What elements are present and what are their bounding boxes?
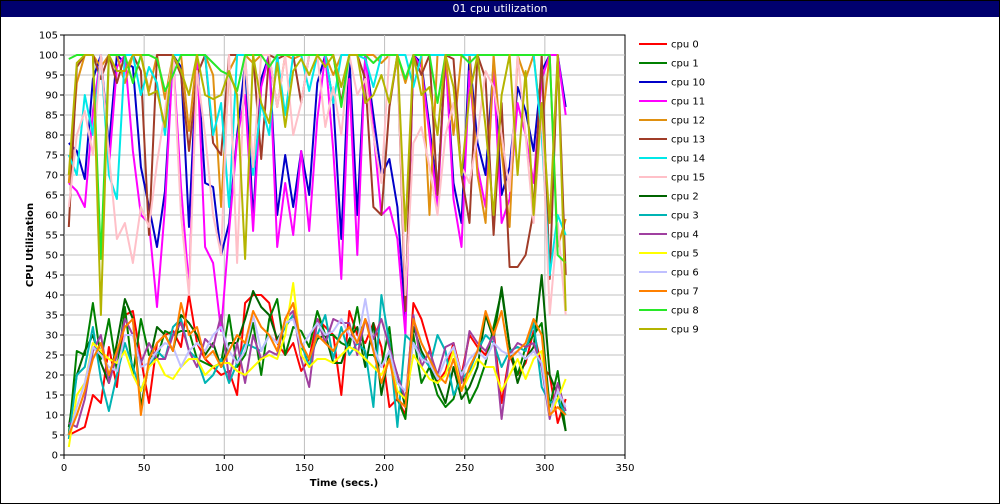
y-tick-label: 100 [39, 51, 58, 62]
series-line-cpu-5 [67, 282, 567, 448]
legend-label: cpu 13 [671, 135, 705, 146]
series-line-cpu-7 [67, 302, 567, 436]
series-line-cpu-1 [67, 290, 567, 436]
legend-label: cpu 14 [671, 154, 705, 165]
legend-label: cpu 12 [671, 116, 705, 127]
legend-label: cpu 4 [671, 230, 699, 241]
legend-label: cpu 11 [671, 97, 705, 108]
y-tick-label: 0 [52, 451, 58, 462]
y-tick-label: 55 [45, 231, 58, 242]
y-tick-label: 5 [52, 431, 58, 442]
legend-label: cpu 15 [671, 173, 705, 184]
y-tick-label: 70 [45, 171, 58, 182]
y-tick-label: 105 [39, 31, 58, 42]
legend-label: cpu 9 [671, 325, 699, 336]
legend-label: cpu 1 [671, 59, 699, 70]
window-title: 01 cpu utilization [1, 1, 999, 17]
series-line-cpu-9 [67, 54, 567, 316]
legend-label: cpu 10 [671, 78, 705, 89]
legend: cpu 0 cpu 1 cpu 10 cpu 11 cpu 12 cpu 13 cpu 14… [639, 40, 705, 336]
y-tick-label: 25 [45, 351, 58, 362]
legend-label: cpu 0 [671, 40, 699, 51]
x-tick-label: 250 [455, 463, 474, 474]
y-tick-label: 10 [45, 411, 58, 422]
x-tick-label: 100 [215, 463, 234, 474]
legend-label: cpu 3 [671, 211, 699, 222]
legend-label: cpu 6 [671, 268, 699, 279]
y-tick-label: 60 [45, 211, 58, 222]
x-tick-label: 150 [295, 463, 314, 474]
y-tick-label: 35 [45, 311, 58, 322]
y-tick-label: 90 [45, 91, 58, 102]
y-tick-label: 45 [45, 271, 58, 282]
x-tick-label: 350 [615, 463, 634, 474]
series-line-cpu-11 [68, 54, 567, 336]
y-tick-label: 40 [45, 291, 58, 302]
y-tick-label: 30 [45, 331, 58, 342]
y-tick-label: 75 [45, 151, 58, 162]
legend-label: cpu 5 [671, 249, 699, 260]
legend-label: cpu 2 [671, 192, 699, 203]
legend-label: cpu 8 [671, 306, 699, 317]
x-tick-label: 50 [138, 463, 151, 474]
y-tick-label: 20 [45, 371, 58, 382]
series-line-cpu-10 [68, 54, 567, 320]
y-tick-label: 15 [45, 391, 58, 402]
x-tick-labels: 0 50 100 150 200 250 300 350 [61, 455, 635, 474]
series-line-cpu-6 [67, 298, 567, 436]
series-line-cpu-4 [68, 310, 567, 428]
series-lines [67, 54, 567, 448]
y-tick-labels: 0 5 10 15 20 25 30 35 40 45 50 55 60 65 70 75 80 85 90 95 10… [39, 31, 64, 462]
legend-label: cpu 7 [671, 287, 699, 298]
y-tick-label: 85 [45, 111, 58, 122]
x-tick-label: 200 [375, 463, 394, 474]
y-tick-label: 50 [45, 251, 58, 262]
x-tick-label: 300 [535, 463, 554, 474]
y-tick-label: 80 [45, 131, 58, 142]
y-axis-label: CPU Utilization [25, 203, 36, 287]
x-tick-label: 0 [61, 463, 67, 474]
x-axis-label: Time (secs.) [310, 478, 379, 489]
y-tick-label: 95 [45, 71, 58, 82]
y-tick-label: 65 [45, 191, 58, 202]
